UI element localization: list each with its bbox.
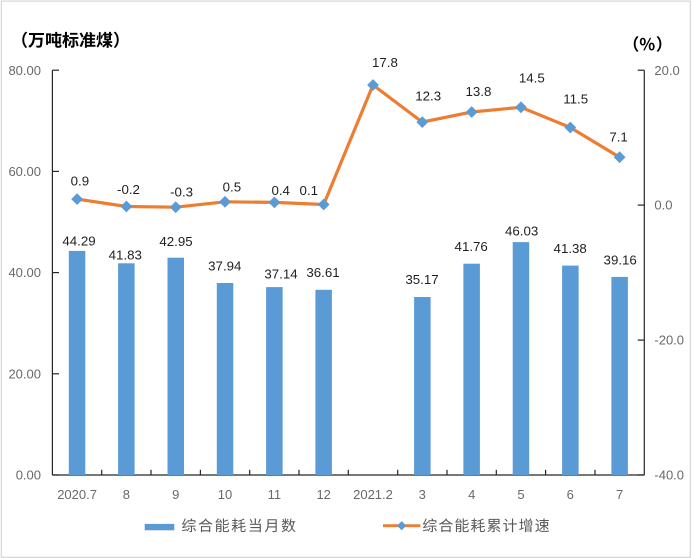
svg-text:-40.0: -40.0 <box>654 468 684 483</box>
svg-text:42.95: 42.95 <box>159 234 192 249</box>
svg-text:11: 11 <box>268 487 282 502</box>
svg-text:60.00: 60.00 <box>8 164 41 179</box>
svg-text:8: 8 <box>123 487 130 502</box>
svg-text:9: 9 <box>172 487 179 502</box>
svg-text:39.16: 39.16 <box>604 253 637 268</box>
svg-text:40.00: 40.00 <box>8 265 41 280</box>
svg-text:41.83: 41.83 <box>109 248 142 263</box>
svg-text:20.00: 20.00 <box>8 366 41 381</box>
svg-text:2021.2: 2021.2 <box>353 487 393 502</box>
svg-text:44.29: 44.29 <box>62 233 95 248</box>
svg-text:-20.0: -20.0 <box>654 333 684 348</box>
svg-text:7.1: 7.1 <box>609 130 628 145</box>
svg-text:41.76: 41.76 <box>455 239 488 254</box>
svg-text:12: 12 <box>316 487 330 502</box>
svg-text:11.5: 11.5 <box>563 91 588 106</box>
svg-text:0.1: 0.1 <box>300 183 319 198</box>
svg-text:14.5: 14.5 <box>519 71 545 86</box>
svg-text:37.14: 37.14 <box>264 266 297 281</box>
svg-text:35.17: 35.17 <box>405 272 438 287</box>
svg-text:12.3: 12.3 <box>415 89 441 104</box>
svg-text:2020.7: 2020.7 <box>57 487 97 502</box>
svg-text:0.9: 0.9 <box>71 173 90 188</box>
svg-text:4: 4 <box>468 487 475 502</box>
svg-text:46.03: 46.03 <box>505 224 538 239</box>
svg-text:5: 5 <box>517 487 524 502</box>
svg-text:36.61: 36.61 <box>306 265 339 280</box>
svg-text:0.4: 0.4 <box>271 183 290 198</box>
svg-text:17.8: 17.8 <box>372 55 398 70</box>
svg-text:0.5: 0.5 <box>223 179 242 194</box>
svg-text:6: 6 <box>567 487 574 502</box>
svg-text:7: 7 <box>616 487 623 502</box>
svg-text:-0.3: -0.3 <box>170 185 193 200</box>
svg-text:3: 3 <box>419 487 426 502</box>
svg-text:13.8: 13.8 <box>465 84 491 99</box>
svg-text:41.38: 41.38 <box>554 241 587 256</box>
svg-text:0.00: 0.00 <box>16 468 41 483</box>
svg-text:80.00: 80.00 <box>8 63 41 78</box>
svg-text:0.0: 0.0 <box>654 198 672 213</box>
svg-text:-0.2: -0.2 <box>117 182 140 197</box>
svg-text:20.0: 20.0 <box>654 63 679 78</box>
svg-text:37.94: 37.94 <box>208 259 241 274</box>
svg-text:10: 10 <box>218 487 232 502</box>
